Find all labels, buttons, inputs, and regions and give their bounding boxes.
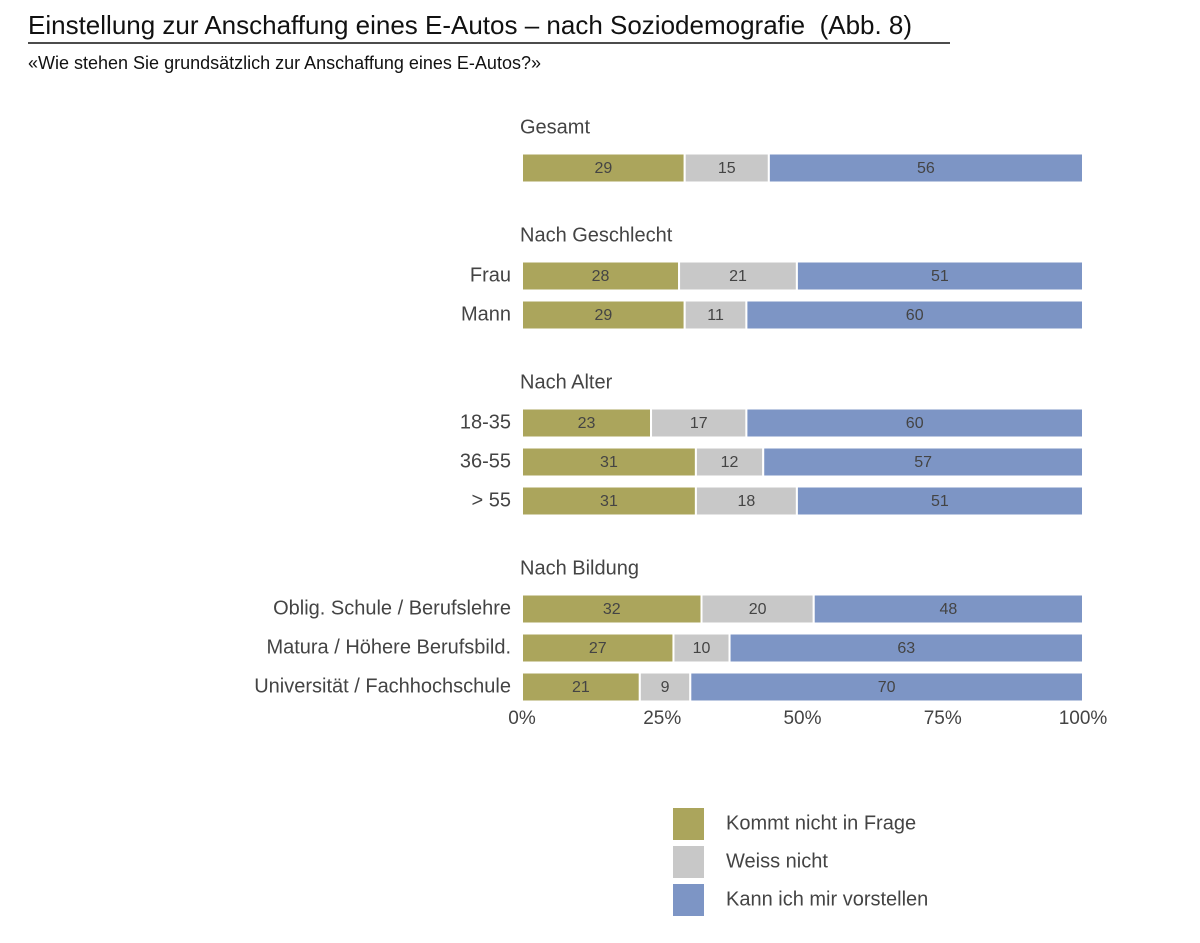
bar-segment — [812, 593, 1084, 625]
value-label: 51 — [931, 268, 949, 285]
value-label: 18 — [738, 493, 756, 510]
value-label: 70 — [878, 679, 896, 696]
category-label: > 55 — [472, 489, 511, 511]
value-label: 60 — [906, 415, 924, 432]
category-label: Frau — [470, 264, 511, 286]
bar-segment — [694, 446, 765, 478]
bar-segment — [521, 485, 697, 517]
bar-segment — [689, 671, 1084, 703]
category-label: Universität / Fachhochschule — [254, 675, 511, 697]
value-label: 9 — [661, 679, 670, 696]
bar-segment — [795, 260, 1084, 292]
bar-segment — [762, 446, 1084, 478]
group-heading: Gesamt — [520, 116, 590, 138]
value-label: 29 — [594, 307, 612, 324]
legend-swatch — [673, 884, 704, 916]
category-label: Mann — [461, 303, 511, 325]
bar-segment — [650, 407, 748, 439]
value-label: 12 — [721, 454, 739, 471]
bar-segment — [745, 407, 1085, 439]
value-label: 57 — [914, 454, 932, 471]
legend-swatch — [673, 846, 704, 878]
x-tick-label: 0% — [508, 708, 536, 729]
x-tick-label: 25% — [643, 708, 681, 729]
value-label: 51 — [931, 493, 949, 510]
value-label: 21 — [572, 679, 590, 696]
value-label: 20 — [749, 601, 767, 618]
bar-segment — [694, 485, 798, 517]
bar-segment — [521, 593, 703, 625]
value-label: 11 — [707, 307, 724, 324]
category-label: Matura / Höhere Berufsbild. — [266, 636, 511, 658]
value-label: 17 — [690, 415, 708, 432]
category-label: 36-55 — [460, 450, 511, 472]
value-label: 10 — [693, 640, 711, 657]
value-label: 27 — [589, 640, 607, 657]
bar-segment — [767, 152, 1085, 184]
legend-label: Kann ich mir vorstellen — [726, 888, 928, 910]
x-tick-label: 75% — [924, 708, 962, 729]
value-label: 31 — [600, 454, 618, 471]
bar-segment — [638, 671, 692, 703]
value-label: 31 — [600, 493, 618, 510]
chart-title: Einstellung zur Anschaffung eines E-Auto… — [28, 10, 912, 40]
x-tick-label: 50% — [783, 708, 821, 729]
value-label: 63 — [897, 640, 915, 657]
value-label: 15 — [718, 160, 736, 177]
category-label: 18-35 — [460, 411, 511, 433]
group-heading: Nach Bildung — [520, 557, 639, 579]
value-label: 29 — [594, 160, 612, 177]
x-tick-label: 100% — [1059, 708, 1108, 729]
value-label: 23 — [578, 415, 596, 432]
value-label: 28 — [592, 268, 610, 285]
value-label: 56 — [917, 160, 935, 177]
bar-segment — [795, 485, 1084, 517]
group-heading: Nach Geschlecht — [520, 224, 673, 246]
bar-segment — [672, 632, 731, 664]
legend-label: Weiss nicht — [726, 850, 828, 872]
value-label: 32 — [603, 601, 621, 618]
bar-segment — [700, 593, 815, 625]
value-label: 21 — [729, 268, 747, 285]
group-heading: Nach Alter — [520, 371, 613, 393]
value-label: 60 — [906, 307, 924, 324]
chart-subtitle: «Wie stehen Sie grundsätzlich zur Anscha… — [28, 53, 541, 73]
legend-swatch — [673, 808, 704, 840]
legend-label: Kommt nicht in Frage — [726, 812, 916, 834]
value-label: 48 — [939, 601, 957, 618]
bar-segment — [745, 299, 1085, 331]
bar-segment — [521, 407, 653, 439]
bar-segment — [683, 152, 770, 184]
bar-segment — [728, 632, 1084, 664]
category-label: Oblig. Schule / Berufslehre — [273, 597, 511, 619]
